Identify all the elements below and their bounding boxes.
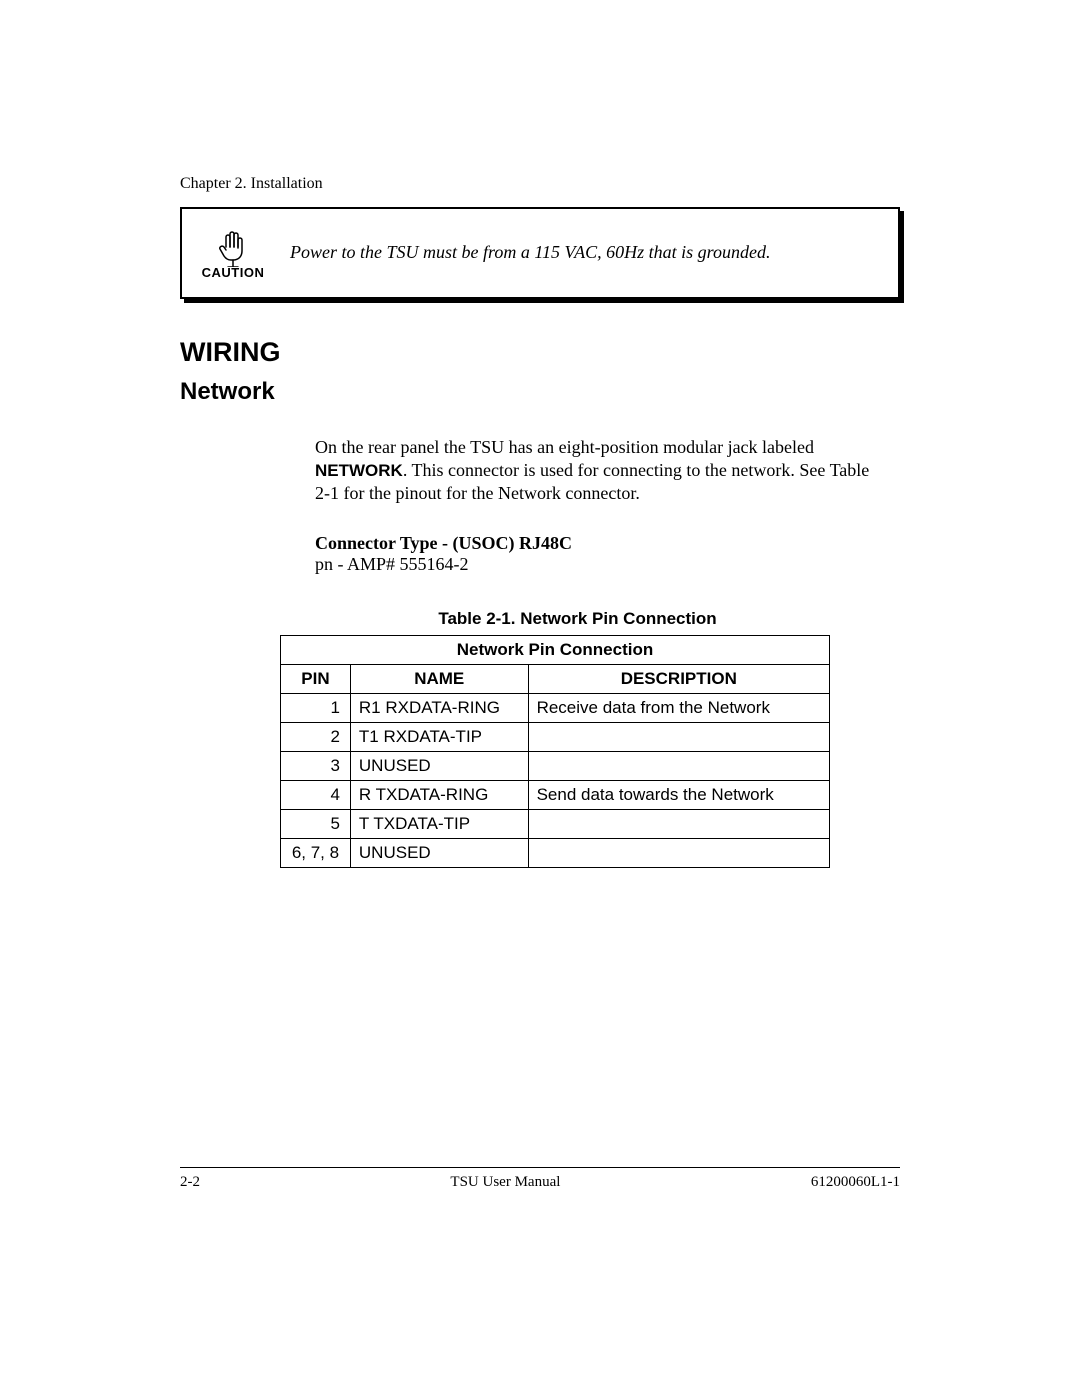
- cell-pin: 3: [281, 752, 351, 781]
- cell-pin: 2: [281, 723, 351, 752]
- cell-desc: Send data towards the Network: [528, 781, 829, 810]
- connector-label: Connector Type - (USOC) RJ48C: [315, 533, 875, 554]
- footer-center: TSU User Manual: [450, 1174, 560, 1191]
- table-row: 6, 7, 8 UNUSED: [281, 839, 830, 868]
- table-row: 5 T TXDATA-TIP: [281, 810, 830, 839]
- table-header-row: PIN NAME DESCRIPTION: [281, 665, 830, 694]
- caution-box: CAUTION Power to the TSU must be from a …: [180, 207, 900, 299]
- body-block: On the rear panel the TSU has an eight-p…: [315, 436, 875, 868]
- cell-name: UNUSED: [350, 839, 528, 868]
- col-pin: PIN: [281, 665, 351, 694]
- intro-paragraph: On the rear panel the TSU has an eight-p…: [315, 436, 875, 505]
- connector-pn: pn - AMP# 555164-2: [315, 554, 875, 575]
- cell-name: R1 RXDATA-RING: [350, 694, 528, 723]
- footer-left: 2-2: [180, 1174, 200, 1191]
- para-bold: NETWORK: [315, 461, 403, 480]
- table-row: 3 UNUSED: [281, 752, 830, 781]
- caution-label: CAUTION: [202, 265, 265, 280]
- cell-pin: 4: [281, 781, 351, 810]
- content-area: Chapter 2. Installation CAUTION Power to…: [180, 175, 900, 868]
- cell-desc: Receive data from the Network: [528, 694, 829, 723]
- table-body: 1 R1 RXDATA-RING Receive data from the N…: [281, 694, 830, 868]
- footer-rule: [180, 1167, 900, 1168]
- hand-stop-icon: [213, 227, 253, 267]
- footer-row: 2-2 TSU User Manual 61200060L1-1: [180, 1174, 900, 1191]
- footer-right: 61200060L1-1: [811, 1174, 900, 1191]
- caution-text: Power to the TSU must be from a 115 VAC,…: [290, 241, 771, 264]
- cell-name: UNUSED: [350, 752, 528, 781]
- document-page: Chapter 2. Installation CAUTION Power to…: [0, 0, 1080, 1397]
- cell-desc: [528, 723, 829, 752]
- table-title: Network Pin Connection: [281, 636, 830, 665]
- cell-pin: 1: [281, 694, 351, 723]
- cell-name: T TXDATA-TIP: [350, 810, 528, 839]
- cell-desc: [528, 752, 829, 781]
- page-footer: 2-2 TSU User Manual 61200060L1-1: [180, 1167, 900, 1191]
- col-desc: DESCRIPTION: [528, 665, 829, 694]
- cell-pin: 6, 7, 8: [281, 839, 351, 868]
- col-name: NAME: [350, 665, 528, 694]
- heading-wiring: WIRING: [180, 337, 900, 368]
- table-title-row: Network Pin Connection: [281, 636, 830, 665]
- table-row: 4 R TXDATA-RING Send data towards the Ne…: [281, 781, 830, 810]
- connector-type: Connector Type - (USOC) RJ48C pn - AMP# …: [315, 533, 875, 575]
- table-row: 1 R1 RXDATA-RING Receive data from the N…: [281, 694, 830, 723]
- table-row: 2 T1 RXDATA-TIP: [281, 723, 830, 752]
- cell-desc: [528, 839, 829, 868]
- para-pre: On the rear panel the TSU has an eight-p…: [315, 437, 814, 457]
- cell-name: T1 RXDATA-TIP: [350, 723, 528, 752]
- network-pin-table: Network Pin Connection PIN NAME DESCRIPT…: [280, 635, 830, 868]
- cell-pin: 5: [281, 810, 351, 839]
- heading-network: Network: [180, 378, 900, 406]
- table-caption: Table 2-1. Network Pin Connection: [280, 609, 875, 629]
- cell-name: R TXDATA-RING: [350, 781, 528, 810]
- chapter-header: Chapter 2. Installation: [180, 175, 900, 193]
- cell-desc: [528, 810, 829, 839]
- caution-icon-block: CAUTION: [194, 227, 272, 280]
